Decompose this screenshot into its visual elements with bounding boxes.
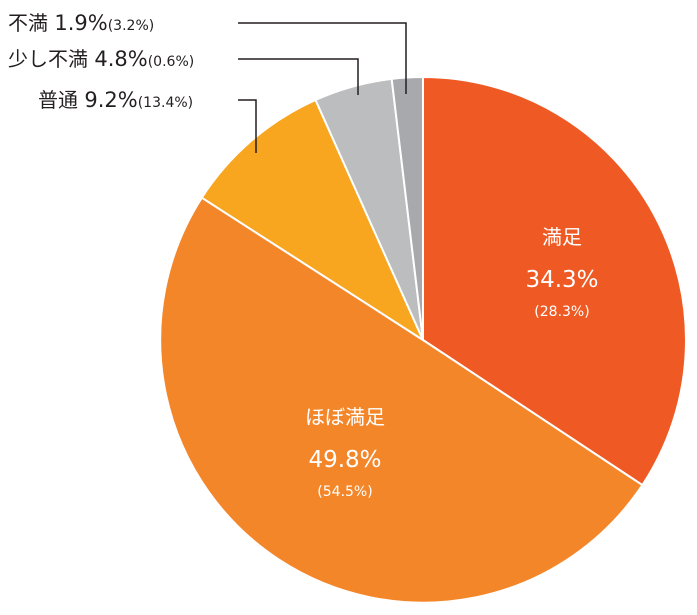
slice-previous-neutral: (13.4%) <box>138 95 193 111</box>
slice-neutral <box>200 98 426 343</box>
leader-line-neutral <box>238 99 257 153</box>
slice-value-mostly-satisfied: 49.8% <box>308 447 381 473</box>
slice-label-slightly-dissatisfied: 少し不満 4.8%(0.6%) <box>8 47 194 71</box>
leader-lines <box>238 22 407 153</box>
slice-name-dissatisfied: 不満 <box>8 11 54 35</box>
slice-name-neutral: 普通 <box>38 88 84 112</box>
slice-value-neutral: 9.2% <box>84 88 137 112</box>
slice-label-satisfied: 満足 <box>542 225 582 249</box>
slice-mostly-satisfied <box>159 196 644 604</box>
slice-previous-dissatisfied: (3.2%) <box>108 18 155 34</box>
slice-dissatisfied <box>390 75 424 341</box>
pie-slices <box>159 75 687 604</box>
slice-previous-slightly-dissatisfied: (0.6%) <box>148 54 195 70</box>
slice-label-neutral: 普通 9.2%(13.4%) <box>38 88 193 112</box>
slice-value-dissatisfied: 1.9% <box>54 11 107 35</box>
slice-previous-mostly-satisfied: (54.5%) <box>317 484 372 500</box>
slice-label-dissatisfied: 不満 1.9%(3.2%) <box>8 11 154 35</box>
leader-line-slightly-dissatisfied <box>238 58 359 95</box>
slice-previous-satisfied: (28.3%) <box>534 304 589 320</box>
leader-line-dissatisfied <box>238 22 407 94</box>
slice-label-mostly-satisfied: ほぼ満足 <box>305 405 385 429</box>
slice-value-slightly-dissatisfied: 4.8% <box>94 47 147 71</box>
slice-name-slightly-dissatisfied: 少し不満 <box>8 47 94 71</box>
slice-value-satisfied: 34.3% <box>525 267 598 293</box>
slice-labels: 満足 34.3% (28.3%) ほぼ満足 49.8% (54.5%) 普通 9.2%(13… <box>8 11 599 500</box>
